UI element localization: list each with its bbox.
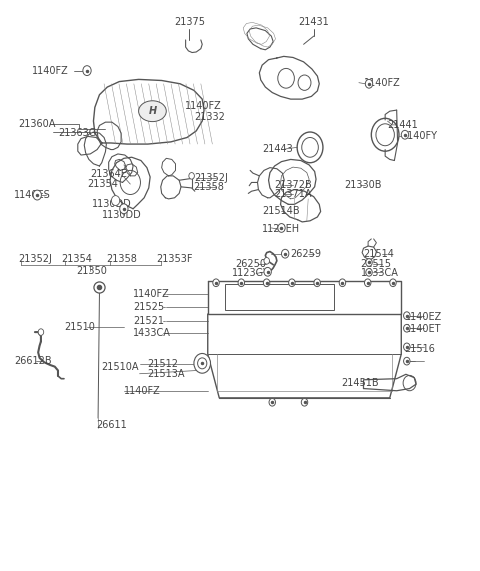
Circle shape [198, 358, 207, 369]
Circle shape [401, 130, 408, 139]
Text: 1130DD: 1130DD [92, 199, 132, 210]
Text: 21431: 21431 [299, 17, 329, 27]
Text: 21516: 21516 [405, 344, 435, 353]
Text: 21515: 21515 [361, 259, 392, 268]
Circle shape [269, 399, 276, 406]
Text: 26259: 26259 [291, 249, 322, 259]
Circle shape [404, 343, 410, 351]
Text: 21364E: 21364E [90, 169, 127, 179]
Text: 1140FY: 1140FY [402, 131, 438, 141]
Text: 21441: 21441 [387, 120, 418, 130]
Text: 1123GV: 1123GV [232, 268, 271, 279]
Text: 21363G: 21363G [58, 128, 96, 138]
Text: 21372B: 21372B [275, 180, 312, 190]
Text: 1130DD: 1130DD [102, 210, 142, 220]
Circle shape [404, 357, 410, 365]
Circle shape [278, 224, 285, 232]
Text: 21350: 21350 [76, 266, 108, 276]
Text: 21358: 21358 [193, 182, 224, 192]
Circle shape [339, 279, 346, 287]
Circle shape [238, 279, 244, 287]
Circle shape [288, 279, 295, 287]
Circle shape [189, 172, 194, 179]
Text: 26612B: 26612B [14, 356, 52, 365]
Text: 1140EZ: 1140EZ [405, 312, 442, 322]
Text: 21521: 21521 [133, 316, 164, 325]
Circle shape [264, 258, 269, 264]
Text: 21353F: 21353F [156, 254, 192, 264]
Circle shape [83, 66, 91, 75]
Text: 21371A: 21371A [275, 189, 312, 199]
Circle shape [364, 279, 371, 287]
Circle shape [314, 279, 320, 287]
Text: 21514: 21514 [363, 249, 395, 259]
Text: 21352J: 21352J [194, 172, 228, 183]
Text: H: H [148, 106, 156, 116]
Circle shape [404, 324, 410, 332]
Ellipse shape [139, 100, 166, 122]
Circle shape [120, 204, 128, 214]
Text: 21354: 21354 [61, 254, 92, 264]
Text: 21358: 21358 [107, 254, 137, 264]
Circle shape [281, 250, 289, 258]
Circle shape [264, 279, 270, 287]
Bar [225, 284, 334, 310]
Circle shape [194, 353, 211, 373]
Text: 26611: 26611 [96, 420, 127, 431]
Text: 1140FZ: 1140FZ [133, 289, 170, 299]
Text: 21513A: 21513A [147, 369, 184, 379]
Text: 21510A: 21510A [101, 361, 138, 372]
Text: 1140FZ: 1140FZ [124, 386, 161, 396]
Text: 26250: 26250 [235, 259, 266, 268]
Circle shape [301, 399, 308, 406]
Circle shape [366, 259, 372, 266]
Circle shape [213, 279, 219, 287]
Circle shape [33, 190, 41, 200]
Circle shape [111, 196, 120, 206]
Text: 1140FZ: 1140FZ [364, 78, 401, 88]
Text: 21375: 21375 [174, 17, 205, 27]
Text: 21525: 21525 [133, 303, 164, 312]
Text: 21451B: 21451B [341, 378, 379, 388]
Circle shape [390, 279, 396, 287]
Text: 1129EH: 1129EH [262, 224, 300, 234]
Text: 21510: 21510 [64, 322, 95, 332]
Text: 21354: 21354 [87, 179, 118, 189]
Text: 1140FZ: 1140FZ [32, 66, 69, 75]
Text: 1140ET: 1140ET [405, 324, 441, 335]
Circle shape [264, 267, 271, 276]
Text: 21332: 21332 [194, 112, 225, 122]
Text: 21352J: 21352J [18, 254, 52, 264]
Text: 1140FZ: 1140FZ [185, 100, 221, 111]
Text: 21512: 21512 [147, 359, 178, 369]
Text: 21443: 21443 [262, 144, 293, 154]
Text: 1140ES: 1140ES [14, 190, 51, 200]
Text: 1433CA: 1433CA [361, 268, 398, 279]
Text: 21330B: 21330B [344, 180, 382, 190]
Text: 1433CA: 1433CA [133, 328, 171, 338]
Circle shape [404, 312, 410, 320]
Circle shape [38, 329, 44, 335]
Text: 21360A: 21360A [18, 119, 55, 129]
Circle shape [365, 79, 372, 88]
Circle shape [366, 268, 372, 276]
Text: 21514B: 21514B [262, 207, 300, 216]
